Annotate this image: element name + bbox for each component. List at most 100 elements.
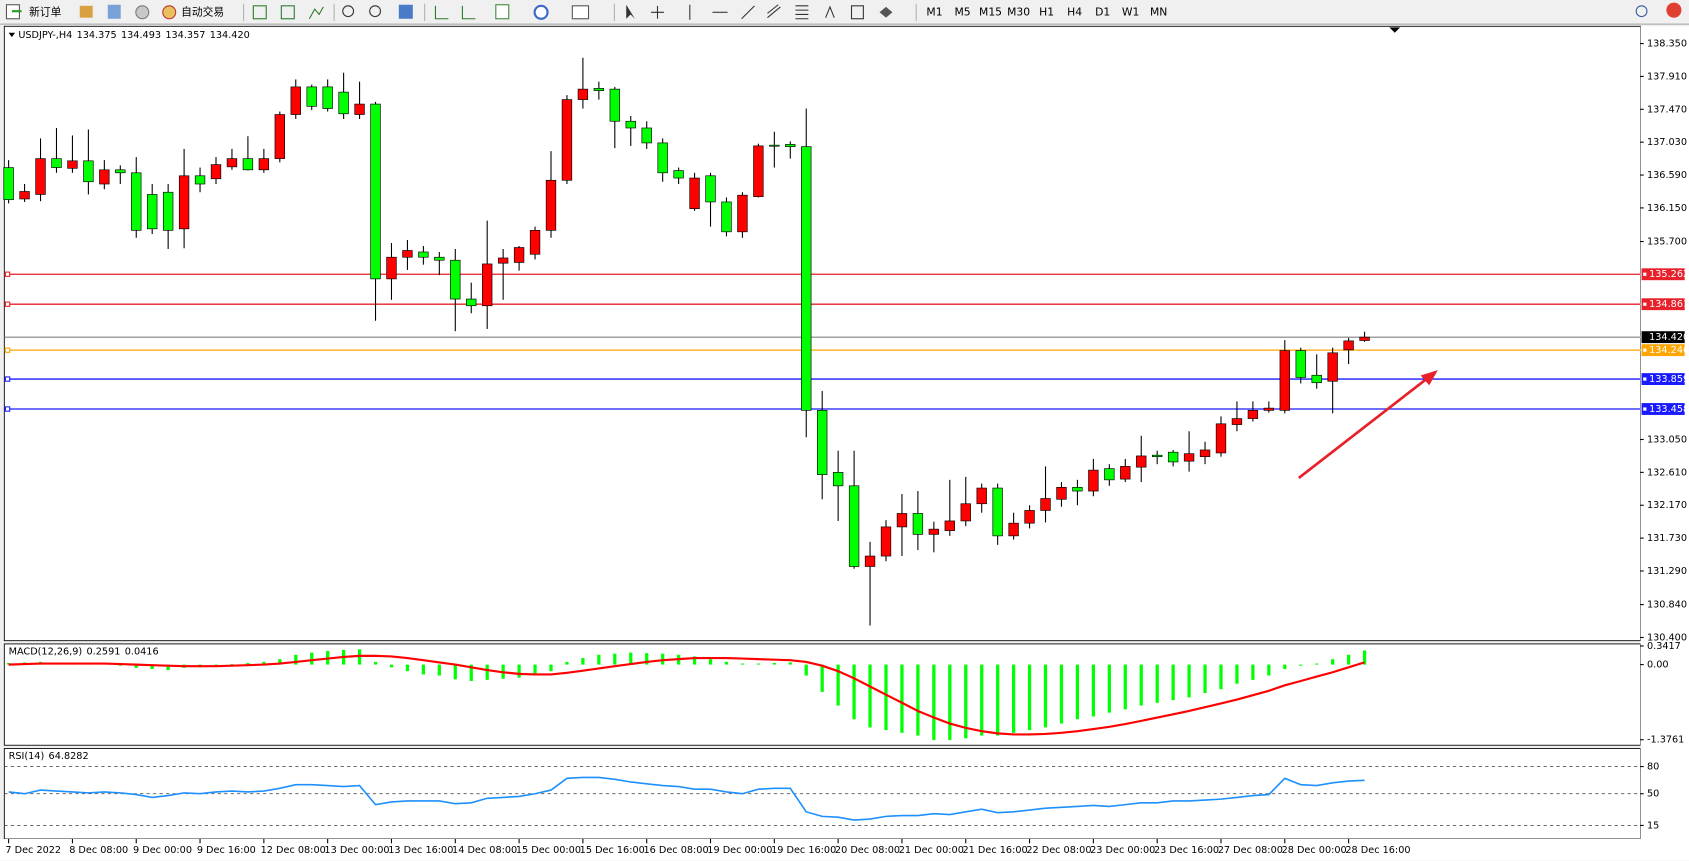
indicator-icon[interactable] <box>495 4 510 20</box>
timeframe-button[interactable]: MN <box>1150 5 1167 18</box>
label-tool[interactable] <box>850 5 864 20</box>
x-tick-label: 23 Dec 16:00 <box>1154 845 1219 856</box>
tool-icon[interactable] <box>252 5 267 20</box>
level-label-bg <box>1641 268 1685 281</box>
timeframe-button[interactable]: H4 <box>1067 5 1082 18</box>
new-order-plus <box>11 10 22 13</box>
macd-bar <box>246 662 250 665</box>
y-tick-label: 136.590 <box>1647 170 1687 181</box>
toolbar-bg <box>0 0 1689 25</box>
macd-bar <box>692 656 697 665</box>
candle-body <box>912 513 924 535</box>
template-icon[interactable] <box>571 5 590 20</box>
arrow-tool[interactable] <box>879 6 893 18</box>
cursor-tool[interactable] <box>626 4 635 19</box>
level-label-bg <box>1641 403 1685 415</box>
tool-icon[interactable] <box>135 5 150 20</box>
macd-bar <box>134 664 138 668</box>
x-tick-label: 16 Dec 08:00 <box>643 845 708 856</box>
tool-icon[interactable] <box>107 4 121 19</box>
macd-bar <box>708 659 713 665</box>
macd-bar <box>166 664 170 671</box>
current-price-bg <box>1641 331 1685 344</box>
tool-icon[interactable] <box>79 5 93 18</box>
macd-panel <box>3 643 1641 746</box>
x-tick-label: 13 Dec 16:00 <box>388 845 453 856</box>
candle-body <box>402 250 413 258</box>
macd-bar <box>549 664 553 672</box>
candle-body <box>848 485 860 567</box>
zoom-in[interactable] <box>342 5 355 18</box>
chart-header: USDJPY-,H4 134.375 134.493 134.357 134.420 <box>18 30 249 41</box>
candle-body <box>354 103 365 115</box>
timeframe-button[interactable]: H1 <box>1039 5 1054 18</box>
timeframe-button[interactable]: W1 <box>1122 5 1140 18</box>
level-handle[interactable] <box>4 406 11 412</box>
timeframe-button[interactable]: M30 <box>1007 5 1030 18</box>
level-label-bg <box>1641 373 1685 385</box>
candle-body <box>1231 418 1243 425</box>
candle-body <box>338 91 349 115</box>
timeframe-button[interactable]: M5 <box>954 5 970 18</box>
y-tick-label: -1.3761 <box>1647 735 1684 746</box>
zoom-out[interactable] <box>369 5 382 18</box>
tool-icon[interactable] <box>280 5 295 20</box>
candle-body <box>896 513 908 528</box>
timeframe-button[interactable]: D1 <box>1095 5 1110 18</box>
tool-icon[interactable] <box>434 5 449 20</box>
timeframe-button[interactable]: M1 <box>926 5 942 18</box>
level-handle[interactable] <box>4 376 11 382</box>
tool-icon[interactable] <box>308 6 324 20</box>
macd-bar <box>820 664 824 692</box>
candle-body <box>832 472 844 487</box>
level-handle[interactable] <box>4 347 11 353</box>
candle-body <box>609 88 620 122</box>
candle-body <box>641 127 652 144</box>
macd-bar <box>485 664 489 680</box>
macd-bar <box>405 664 410 672</box>
y-tick-label: 137.030 <box>1647 137 1687 148</box>
macd-bar <box>278 659 282 665</box>
main-panel <box>3 25 1641 642</box>
macd-bar <box>1219 664 1223 690</box>
level-handle[interactable] <box>4 301 11 307</box>
auto-trading-icon[interactable] <box>162 5 177 20</box>
macd-bar <box>597 654 601 665</box>
macd-bar <box>1283 664 1287 669</box>
text-tool[interactable] <box>825 5 835 18</box>
tool-icon[interactable] <box>461 5 476 20</box>
channel-tool[interactable] <box>767 4 781 19</box>
y-tick-label: 0.00 <box>1647 660 1669 671</box>
candle-body <box>434 256 445 261</box>
tile-icon[interactable] <box>398 4 413 19</box>
x-tick-label: 20 Dec 08:00 <box>835 845 900 856</box>
macd-bar <box>1267 664 1271 676</box>
macd-bar <box>1331 659 1335 665</box>
candle-body <box>593 88 605 91</box>
macd-bar <box>294 654 298 665</box>
crosshair-tool[interactable] <box>651 5 664 19</box>
x-tick-label: 12 Dec 08:00 <box>261 845 326 856</box>
trendline-tool[interactable] <box>741 5 755 20</box>
new-order-button[interactable]: 新订单 <box>29 5 62 18</box>
level-handle[interactable] <box>4 271 11 277</box>
candle-body <box>1215 423 1227 454</box>
macd-bar <box>150 664 154 669</box>
notification-icon[interactable] <box>1666 2 1682 18</box>
search-icon[interactable] <box>1635 5 1648 18</box>
period-icon[interactable] <box>533 4 549 20</box>
level-label: 134.246 <box>1649 345 1689 356</box>
candle-body <box>529 230 541 255</box>
x-tick-label: 9 Dec 00:00 <box>133 845 192 856</box>
macd-bar <box>1123 664 1127 710</box>
y-tick-label: 130.840 <box>1647 600 1687 611</box>
candle-body <box>274 114 285 159</box>
timeframe-button[interactable]: M15 <box>979 5 1002 18</box>
candle-body <box>1056 486 1067 500</box>
macd-bar <box>916 664 920 736</box>
macd-bar <box>1027 664 1032 731</box>
fibo-tool[interactable] <box>795 5 809 20</box>
candle-body <box>178 175 190 230</box>
auto-trading-button[interactable]: 自动交易 <box>181 5 224 18</box>
